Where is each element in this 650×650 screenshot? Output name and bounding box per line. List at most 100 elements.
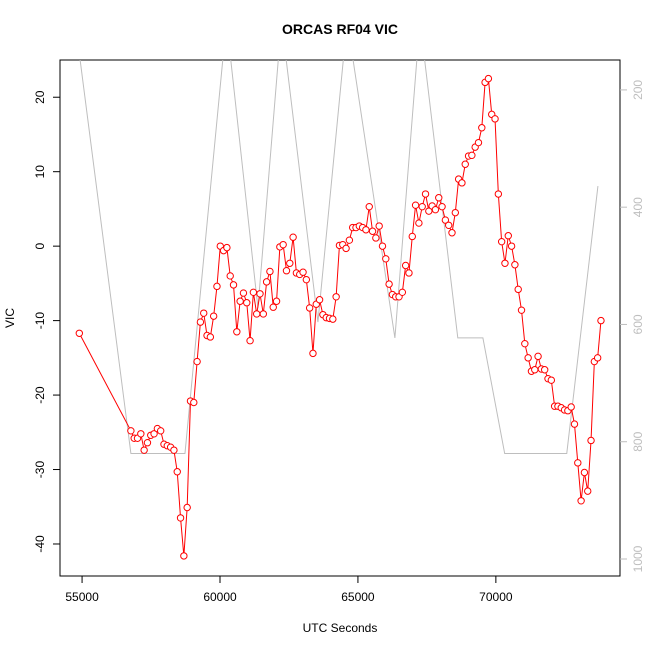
data-point — [405, 269, 413, 277]
data-point — [259, 310, 268, 318]
data-point — [299, 268, 307, 276]
data-point — [266, 267, 274, 276]
data-point — [408, 232, 416, 241]
y-tick-label: 20 — [33, 90, 47, 104]
data-point — [368, 227, 377, 235]
data-point — [435, 194, 443, 202]
y-tick-label: -30 — [33, 461, 47, 479]
data-point — [415, 219, 423, 227]
data-point — [587, 436, 595, 445]
data-point — [239, 289, 248, 297]
data-point — [193, 357, 201, 366]
data-point — [511, 261, 519, 269]
data-point — [180, 552, 188, 560]
data-point — [451, 208, 460, 217]
data-point — [570, 420, 579, 428]
data-point — [150, 430, 158, 438]
data-point — [176, 514, 185, 522]
data-point — [531, 366, 539, 374]
data-point — [401, 261, 410, 270]
data-point — [262, 278, 271, 286]
data-point — [478, 124, 486, 132]
data-point — [372, 234, 380, 242]
data-point — [309, 349, 317, 358]
data-point — [243, 299, 251, 307]
data-point — [474, 138, 483, 147]
data-point — [170, 446, 178, 454]
data-point — [385, 280, 393, 288]
series-line — [78, 77, 602, 556]
y2-tick-label: 400 — [631, 197, 645, 217]
y-tick-label: -10 — [33, 312, 47, 330]
data-point — [468, 151, 476, 160]
data-point — [236, 297, 244, 305]
data-point — [458, 179, 466, 187]
y-tick-label: 0 — [33, 242, 47, 249]
data-point — [249, 288, 258, 297]
data-point — [504, 232, 512, 240]
data-point — [127, 427, 135, 435]
data-point — [521, 339, 529, 348]
data-point — [75, 329, 84, 337]
y-tick-label: 10 — [33, 165, 47, 179]
data-point — [269, 303, 277, 311]
data-point — [411, 201, 420, 209]
y-tick-label: -40 — [33, 535, 47, 553]
data-point — [438, 202, 446, 211]
data-point — [540, 366, 549, 374]
data-point — [362, 226, 370, 234]
data-point — [593, 354, 602, 362]
data-point — [226, 272, 234, 280]
y2-tick-label: 600 — [631, 314, 645, 334]
series-line — [79, 60, 599, 454]
data-point — [398, 288, 407, 297]
data-point — [289, 233, 297, 241]
data-point — [431, 205, 440, 214]
data-point — [524, 354, 532, 362]
data-point — [577, 497, 585, 505]
data-point — [302, 275, 311, 284]
y2-tick-label: 1000 — [631, 545, 645, 572]
data-point — [491, 115, 499, 123]
y-axis-label: VIC — [3, 308, 17, 328]
data-point — [497, 237, 506, 246]
data-point — [233, 328, 241, 336]
data-point — [256, 290, 264, 298]
data-point — [580, 468, 589, 477]
data-point — [448, 229, 456, 237]
data-point — [173, 468, 181, 476]
y2-tick-label: 200 — [631, 80, 645, 100]
data-point — [425, 207, 433, 215]
data-point — [332, 293, 340, 301]
data-point — [507, 242, 516, 250]
data-point — [382, 255, 390, 263]
data-point — [375, 222, 383, 230]
data-point — [461, 160, 469, 168]
data-point — [252, 310, 261, 318]
data-point — [315, 296, 324, 304]
data-point — [517, 306, 526, 314]
data-point — [378, 242, 387, 250]
y-tick-label: -20 — [33, 386, 47, 404]
data-point — [342, 244, 350, 253]
x-tick-label: 55000 — [65, 590, 99, 604]
data-point — [444, 221, 453, 229]
data-point — [484, 74, 493, 83]
data-point — [421, 190, 430, 198]
data-point — [345, 236, 354, 244]
data-point — [223, 243, 231, 252]
data-point — [196, 318, 205, 326]
data-point — [305, 304, 314, 312]
data-point — [494, 190, 503, 198]
data-point — [567, 403, 575, 411]
data-point — [156, 427, 165, 435]
data-point — [183, 503, 191, 512]
data-point — [200, 309, 208, 317]
data-point — [206, 333, 215, 341]
data-point — [286, 259, 294, 267]
x-tick-label: 70000 — [479, 590, 513, 604]
plot-area — [75, 60, 605, 560]
data-point — [418, 202, 426, 211]
data-point — [272, 297, 281, 305]
